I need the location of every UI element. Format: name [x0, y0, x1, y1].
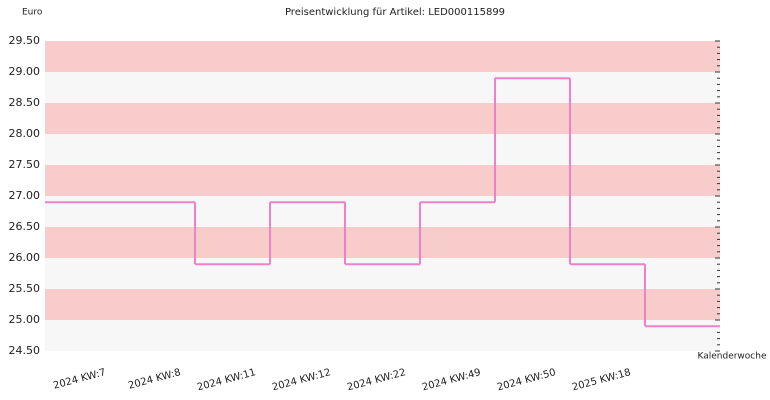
grid-band — [45, 165, 720, 196]
y-tick-label: 29.50 — [9, 34, 41, 47]
y-tick-label: 25.00 — [9, 313, 41, 326]
x-tick-label: 2024 KW:8 — [127, 367, 182, 392]
grid-band — [45, 227, 720, 258]
grid-band — [45, 320, 720, 351]
x-tick-label: 2024 KW:22 — [346, 367, 407, 393]
y-tick-label: 29.00 — [9, 65, 41, 78]
y-tick-label: 27.00 — [9, 189, 41, 202]
grid-band — [45, 196, 720, 227]
grid-band — [45, 41, 720, 72]
y-tick-label: 24.50 — [9, 344, 41, 357]
bands — [45, 41, 720, 351]
y-tick-label: 26.50 — [9, 220, 41, 233]
grid-band — [45, 72, 720, 103]
grid-band — [45, 258, 720, 289]
y-tick-label: 27.50 — [9, 158, 41, 171]
chart-title: Preisentwicklung für Artikel: LED0001158… — [285, 7, 505, 18]
x-tick-label: 2025 KW:18 — [571, 367, 632, 393]
x-axis-label: Kalenderwoche — [697, 352, 766, 362]
grid-band — [45, 134, 720, 165]
grid-band — [45, 289, 720, 320]
y-axis-label: Euro — [22, 8, 43, 18]
x-tick-label: 2024 KW:50 — [496, 367, 557, 393]
x-tick-label: 2024 KW:12 — [271, 367, 332, 393]
x-tick-label: 2024 KW:11 — [196, 367, 257, 393]
grid-band — [45, 103, 720, 134]
y-tick-label: 25.50 — [9, 282, 41, 295]
x-tick-label: 2024 KW:49 — [421, 367, 482, 393]
y-tick-label: 28.00 — [9, 127, 41, 140]
x-tick-label: 2024 KW:7 — [52, 367, 107, 392]
y-tick-label: 28.50 — [9, 96, 41, 109]
y-tick-label: 26.00 — [9, 251, 41, 264]
